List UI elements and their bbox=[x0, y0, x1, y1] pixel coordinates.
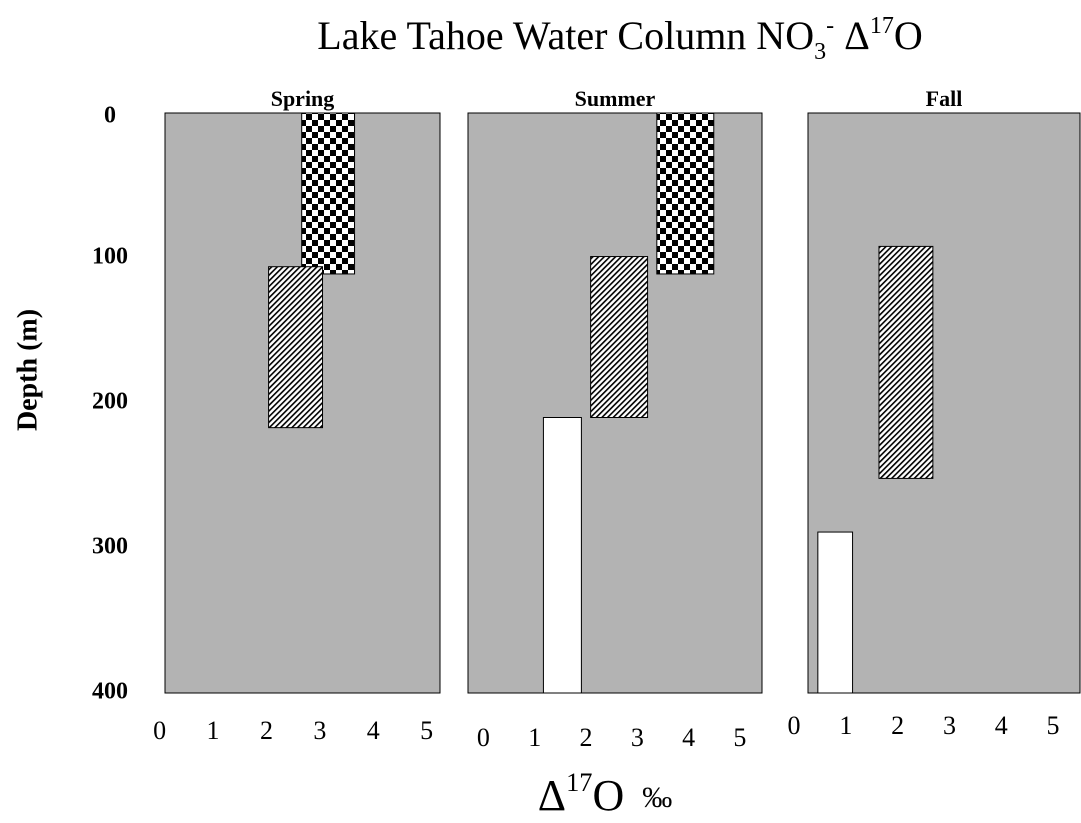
range-box bbox=[817, 531, 854, 694]
text-part: O bbox=[592, 771, 624, 820]
text-part: 17 bbox=[566, 767, 592, 797]
x-tick-label: 1 bbox=[207, 716, 220, 745]
x-tick-label: 5 bbox=[733, 723, 746, 752]
x-tick-label: 5 bbox=[1047, 711, 1060, 740]
y-tick-label: 400 bbox=[92, 679, 128, 705]
range-box bbox=[656, 112, 715, 275]
range-box bbox=[301, 112, 356, 275]
x-tick-label: 1 bbox=[839, 711, 852, 740]
panel-title: Fall bbox=[926, 86, 963, 111]
range-box bbox=[542, 417, 582, 694]
x-tick-label: 4 bbox=[995, 711, 1008, 740]
x-tick-label: 3 bbox=[631, 723, 644, 752]
text-part: ‰ bbox=[642, 781, 672, 814]
x-tick-label: 2 bbox=[891, 711, 904, 740]
text-part: Δ bbox=[538, 771, 566, 820]
text-part: Δ bbox=[834, 13, 870, 58]
y-tick-label: 100 bbox=[92, 244, 128, 270]
x-tick-label: 4 bbox=[682, 723, 695, 752]
x-tick-label: 4 bbox=[367, 716, 380, 745]
x-tick-label: 2 bbox=[260, 716, 273, 745]
panel bbox=[807, 112, 1081, 694]
text-part: 3 bbox=[814, 39, 826, 65]
text-part: 17 bbox=[870, 13, 894, 39]
range-box bbox=[268, 266, 324, 429]
x-tick-label: 0 bbox=[788, 711, 801, 740]
x-axis-title: Δ17O ‰ bbox=[538, 767, 672, 820]
x-tick-label: 3 bbox=[943, 711, 956, 740]
chart-title: Lake Tahoe Water Column NO3- Δ17O bbox=[317, 13, 922, 65]
text-part: Lake Tahoe Water Column NO bbox=[317, 13, 814, 58]
x-tick-label: 1 bbox=[528, 723, 541, 752]
text-part: - bbox=[826, 13, 834, 39]
y-tick-label: 300 bbox=[92, 534, 128, 560]
range-box bbox=[878, 245, 934, 479]
x-tick-label: 0 bbox=[153, 716, 166, 745]
text-part: O bbox=[894, 13, 923, 58]
range-box bbox=[590, 256, 649, 418]
x-tick-label: 3 bbox=[313, 716, 326, 745]
y-axis-title: Depth (m) bbox=[12, 309, 43, 431]
x-tick-label: 5 bbox=[420, 716, 433, 745]
panel-title: Summer bbox=[575, 86, 656, 111]
y-tick-label: 200 bbox=[92, 389, 128, 415]
y-tick-label: 0 bbox=[104, 103, 116, 129]
x-tick-label: 2 bbox=[580, 723, 593, 752]
x-tick-label: 0 bbox=[477, 723, 490, 752]
panel-title: Spring bbox=[271, 86, 335, 111]
